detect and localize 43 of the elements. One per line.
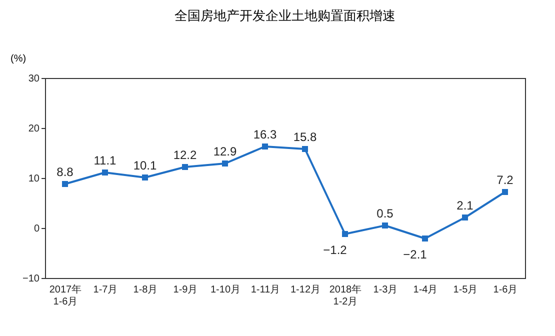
x-tick-label: 1-9月 xyxy=(173,284,198,296)
y-axis-title: (%) xyxy=(10,54,26,64)
point xyxy=(142,174,148,180)
data-label: −1.2 xyxy=(323,243,348,257)
data-label: 15.8 xyxy=(293,130,317,144)
data-label: 2.1 xyxy=(456,198,474,212)
x-tick-label: 1-3月 xyxy=(373,284,398,296)
point xyxy=(382,222,388,228)
point xyxy=(422,236,428,242)
x-tick-label: 1-10月 xyxy=(210,284,241,296)
point xyxy=(342,231,348,237)
x-tick-label: 1-11月 xyxy=(250,284,280,296)
data-label: −2.1 xyxy=(403,248,428,262)
point xyxy=(302,146,308,152)
x-tick-label: 1-5月 xyxy=(453,284,478,296)
x-tick-label: 1-6月 xyxy=(493,284,518,296)
point xyxy=(102,170,108,176)
data-label: 12.2 xyxy=(173,148,197,162)
data-label: 7.2 xyxy=(496,173,514,187)
y-tick-label: 0 xyxy=(34,224,40,234)
y-tick-label: 10 xyxy=(28,174,40,184)
data-label: 16.3 xyxy=(253,128,277,142)
point xyxy=(62,181,68,187)
x-tick-label: 1-8月 xyxy=(133,284,158,296)
x-tick-label: 1-12月 xyxy=(290,284,321,296)
x-tick-label: 2018年 1-2月 xyxy=(329,284,362,308)
point xyxy=(462,214,468,220)
x-tick-label: 2017年 1-6月 xyxy=(49,284,82,308)
data-label: 0.5 xyxy=(376,206,394,220)
data-label: 8.8 xyxy=(56,165,74,179)
y-tick-label: −10 xyxy=(22,274,40,284)
point xyxy=(222,160,228,166)
y-tick-label: 20 xyxy=(28,124,40,134)
y-tick-label: 30 xyxy=(28,74,40,84)
point xyxy=(182,164,188,170)
x-tick-label: 1-4月 xyxy=(413,284,438,296)
point xyxy=(262,144,268,150)
data-label: 11.1 xyxy=(94,154,117,168)
point xyxy=(502,189,508,195)
x-tick-label: 1-7月 xyxy=(93,284,118,296)
chart-title: 全国房地产开发企业土地购置面积增速 xyxy=(174,8,396,23)
data-label: 10.1 xyxy=(133,158,157,172)
data-label: 12.9 xyxy=(213,144,237,158)
